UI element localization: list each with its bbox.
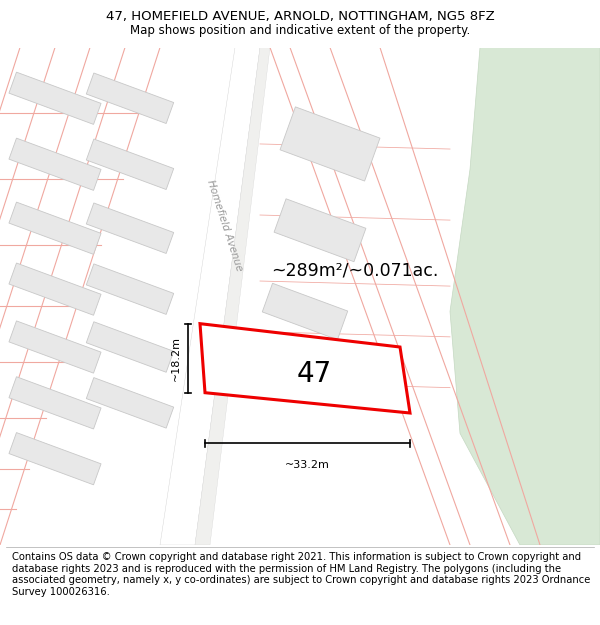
Text: ~289m²/~0.071ac.: ~289m²/~0.071ac. bbox=[271, 262, 439, 280]
Text: Homefield Avenue: Homefield Avenue bbox=[205, 178, 245, 272]
Polygon shape bbox=[450, 48, 600, 545]
Polygon shape bbox=[9, 377, 101, 429]
Text: Map shows position and indicative extent of the property.: Map shows position and indicative extent… bbox=[130, 24, 470, 37]
Text: ~33.2m: ~33.2m bbox=[285, 460, 330, 470]
Polygon shape bbox=[9, 263, 101, 315]
Polygon shape bbox=[195, 48, 270, 545]
Polygon shape bbox=[86, 73, 173, 124]
Polygon shape bbox=[9, 321, 101, 373]
Polygon shape bbox=[9, 432, 101, 485]
Polygon shape bbox=[9, 138, 101, 191]
Text: ~18.2m: ~18.2m bbox=[171, 336, 181, 381]
Polygon shape bbox=[280, 107, 380, 181]
Polygon shape bbox=[9, 72, 101, 124]
Text: 47: 47 bbox=[296, 360, 331, 388]
Text: 47, HOMEFIELD AVENUE, ARNOLD, NOTTINGHAM, NG5 8FZ: 47, HOMEFIELD AVENUE, ARNOLD, NOTTINGHAM… bbox=[106, 11, 494, 24]
Polygon shape bbox=[9, 202, 101, 254]
Text: Contains OS data © Crown copyright and database right 2021. This information is : Contains OS data © Crown copyright and d… bbox=[12, 552, 590, 597]
Polygon shape bbox=[274, 199, 366, 262]
Polygon shape bbox=[262, 283, 348, 339]
Polygon shape bbox=[86, 203, 173, 254]
Polygon shape bbox=[86, 378, 173, 428]
Polygon shape bbox=[200, 324, 410, 413]
Polygon shape bbox=[86, 322, 173, 372]
Polygon shape bbox=[86, 264, 173, 314]
Polygon shape bbox=[86, 139, 173, 189]
Polygon shape bbox=[160, 48, 260, 545]
